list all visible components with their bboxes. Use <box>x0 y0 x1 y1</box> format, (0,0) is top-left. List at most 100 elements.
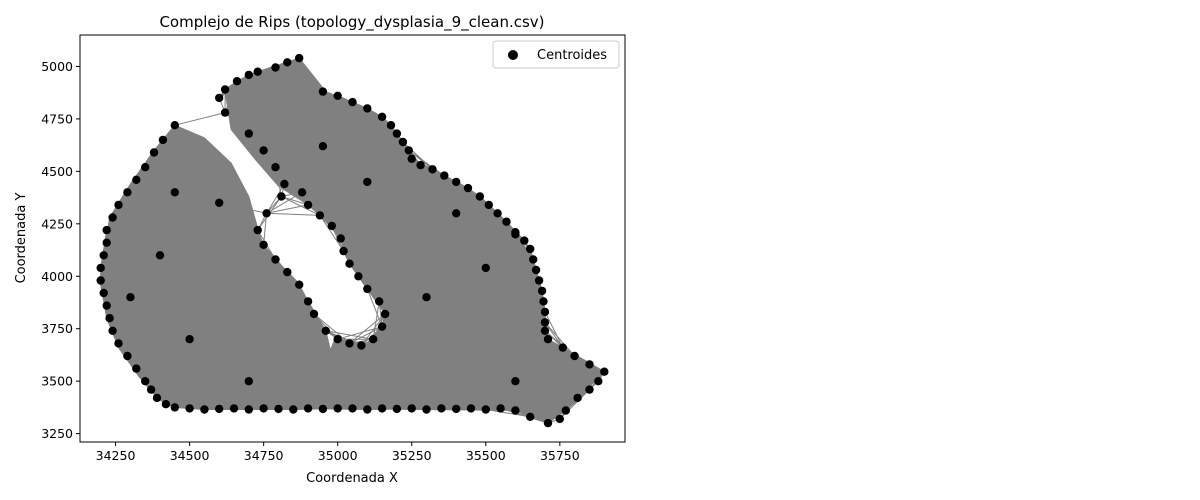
centroid-point <box>155 251 165 260</box>
complex-edge <box>530 416 560 420</box>
complex-edge <box>574 355 590 390</box>
complex-edge <box>144 380 167 405</box>
centroid-point <box>531 265 541 275</box>
centroid-point <box>345 259 354 268</box>
complex-edge <box>224 112 250 134</box>
centroid-point <box>440 171 449 180</box>
centroid-point <box>108 326 117 335</box>
complex-edge <box>349 326 383 344</box>
complex-edge <box>455 187 469 214</box>
centroid-point <box>102 301 111 310</box>
complex-edge <box>384 296 427 315</box>
centroid-point <box>283 58 292 67</box>
centroid-point <box>170 403 179 412</box>
centroid-point <box>215 93 224 103</box>
complex-edge <box>218 380 250 410</box>
complex-edge <box>544 311 564 348</box>
centroid-point <box>585 360 594 369</box>
complex-edge <box>456 204 489 214</box>
centroid-point <box>555 414 564 424</box>
complex-edge <box>515 410 560 420</box>
centroid-point <box>303 404 313 413</box>
y-axis-label: Coordenada Y <box>14 193 29 284</box>
centroid-point <box>386 121 396 130</box>
x-axis-label: Coordenada X <box>306 471 398 486</box>
centroid-point <box>253 225 262 235</box>
centroid-point <box>377 322 387 331</box>
complex-edge <box>248 380 265 409</box>
centroid-point <box>259 240 268 249</box>
centroid-point <box>309 309 319 319</box>
centroid-point <box>141 163 150 172</box>
centroid-point <box>102 225 111 235</box>
complex-edge <box>530 397 578 418</box>
centroid-point <box>271 63 280 72</box>
centroid-point <box>244 129 253 138</box>
complex-edge <box>218 202 258 231</box>
centroid-point <box>392 404 402 414</box>
centroid-point <box>375 297 384 306</box>
complex-edge <box>106 242 161 256</box>
complex-edge <box>109 296 131 319</box>
centroid-point <box>158 135 168 145</box>
centroid-point <box>96 276 105 285</box>
complex-edge <box>485 233 516 269</box>
chart-title: Complejo de Rips (topology_dysplasia_9_c… <box>159 13 544 32</box>
centroid-point <box>466 404 476 413</box>
centroid-point <box>232 77 242 86</box>
centroid-point <box>185 404 194 413</box>
centroid-point <box>303 297 313 306</box>
complex-edge <box>574 355 599 382</box>
centroid-point <box>132 364 141 373</box>
x-axis-ticks: 34250 34500 34750 35000 35250 35500 35750 <box>96 442 580 463</box>
complex-edge <box>379 296 427 302</box>
centroid-point <box>229 404 239 413</box>
centroid-point <box>437 404 446 413</box>
complex-edge <box>233 380 250 409</box>
centroid-point <box>377 404 387 413</box>
centroid-point <box>318 404 328 414</box>
centroid-point <box>123 188 132 197</box>
centroid-point <box>511 230 520 239</box>
centroid-point <box>200 405 209 414</box>
legend-marker <box>508 50 518 60</box>
complex-edge <box>544 322 575 357</box>
centroid-point <box>295 280 304 289</box>
complex-edge <box>286 61 324 92</box>
complex-edge <box>266 183 285 214</box>
x-tick-label: 35250 <box>392 448 432 463</box>
centroid-point <box>280 179 289 189</box>
complex-edge <box>263 213 268 245</box>
centroid-point <box>244 70 253 80</box>
centroid-point <box>534 276 544 285</box>
centroid-point <box>428 165 437 174</box>
complex-edge <box>298 57 324 92</box>
centroid-point <box>526 244 535 254</box>
centroid-point <box>345 339 354 348</box>
complex-edge <box>485 248 531 269</box>
centroid-point <box>99 288 108 298</box>
complex-edge <box>577 371 605 399</box>
complex-edge <box>266 212 320 216</box>
centroid-point <box>594 377 603 386</box>
centroid-point <box>540 326 550 335</box>
complex-edge <box>100 267 131 298</box>
x-tick-label: 35500 <box>466 448 506 463</box>
centroid-point <box>108 213 117 222</box>
centroid-point <box>303 200 313 210</box>
complex-edge <box>218 74 250 99</box>
centroid-point <box>520 236 529 245</box>
centroid-point <box>526 412 535 421</box>
complex-edge <box>372 301 380 340</box>
centroid-point <box>141 377 150 386</box>
centroid-point <box>253 67 262 76</box>
complex-edge <box>219 202 267 214</box>
centroid-point <box>170 121 179 130</box>
centroid-point <box>215 404 224 414</box>
centroid-point <box>318 142 328 151</box>
centroid-point <box>484 200 493 210</box>
complex-edge <box>485 240 525 269</box>
complex-edge <box>266 204 309 214</box>
y-tick-label: 3750 <box>41 321 73 336</box>
complex-edge <box>266 191 303 214</box>
